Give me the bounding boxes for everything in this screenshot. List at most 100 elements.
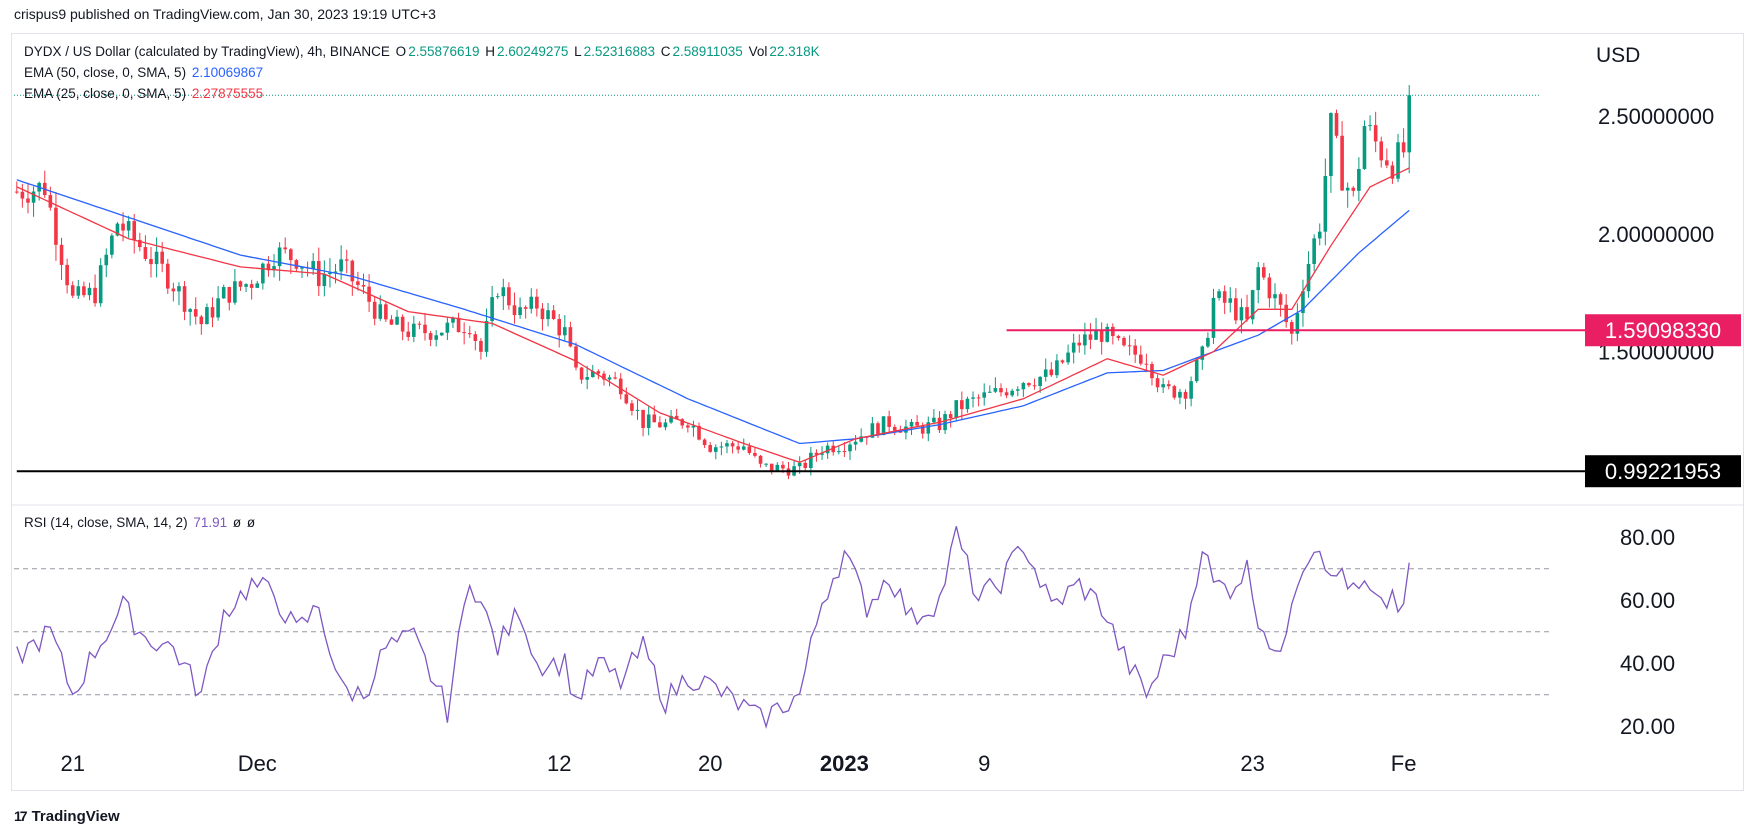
candle (713, 444, 718, 460)
candle-body (1083, 334, 1087, 346)
candle-body (249, 284, 254, 288)
rsi-tick-label: 40.00 (1620, 651, 1675, 676)
candle-body (669, 415, 673, 423)
candle-body (1172, 386, 1177, 398)
candle-body (658, 422, 662, 428)
candle (1357, 157, 1361, 202)
candle-body (255, 283, 260, 288)
candle-body (294, 260, 299, 269)
candle (110, 233, 114, 259)
candle (205, 303, 209, 325)
candle-body (244, 284, 248, 287)
candle-body (1038, 376, 1042, 386)
candle-body (741, 446, 746, 450)
candle-body (1234, 298, 1238, 321)
candle (965, 396, 970, 413)
chart-frame[interactable] (11, 33, 1744, 791)
candle (641, 409, 645, 437)
candle-body (948, 414, 953, 419)
price-tick-label: 2.50000000 (1598, 104, 1714, 129)
candle-body (1289, 322, 1294, 334)
candle (1194, 357, 1199, 383)
candle (20, 183, 25, 208)
candle-body (932, 417, 936, 423)
candle-body (512, 305, 517, 316)
candle (507, 282, 511, 310)
candle (853, 435, 858, 451)
candle-body (781, 464, 785, 469)
annotations-group: 1.59098330 0.99221953 (16, 314, 1741, 488)
support-label: 0.99221953 (1605, 459, 1721, 484)
candle (792, 459, 796, 477)
candle (1088, 323, 1093, 350)
candle-body (618, 378, 623, 395)
candle (624, 387, 629, 405)
candle-body (227, 287, 232, 303)
candle-body (199, 316, 204, 325)
candle-body (417, 323, 422, 325)
candle-body (713, 447, 718, 452)
legend-ema25-label: EMA (25, close, 0, SMA, 5) (24, 86, 187, 101)
candle (579, 366, 584, 384)
legend-ema50-label: EMA (50, close, 0, SMA, 5) (24, 65, 187, 80)
candle-body (1312, 238, 1316, 264)
candle-body (328, 272, 332, 274)
legend-c-value: 2.58911035 (672, 44, 743, 59)
candle-body (1329, 113, 1333, 177)
candle-body (1267, 277, 1272, 299)
publish-caption: crispus9 published on TradingView.com, J… (14, 6, 436, 22)
candle-body (1351, 187, 1356, 191)
candle (1334, 109, 1339, 139)
legend-rsi-extra1: ø (232, 515, 242, 530)
candle-body (926, 422, 931, 434)
candle-body (1401, 142, 1406, 153)
legend-ema25[interactable]: EMA (25, close, 0, SMA, 5) 2.27875555 (24, 86, 265, 101)
candle (518, 297, 522, 319)
legend-ema50[interactable]: EMA (50, close, 0, SMA, 5) 2.10069867 (24, 65, 265, 80)
candle (551, 305, 556, 321)
candle (1116, 334, 1121, 341)
candle-body (769, 463, 774, 471)
candle-body (384, 304, 388, 320)
candle-body (65, 264, 69, 286)
candle-body (412, 323, 416, 337)
candle (1385, 148, 1389, 169)
candle-body (993, 388, 998, 392)
candle (479, 338, 483, 360)
candle (1021, 381, 1026, 398)
candle-body (1077, 342, 1082, 346)
candle-body (680, 419, 685, 426)
legend-rsi[interactable]: RSI (14, close, SMA, 14, 2) 71.91 ø ø (24, 515, 257, 530)
candle-body (820, 453, 824, 455)
candle-body (59, 244, 64, 265)
candle-body (753, 452, 757, 456)
candle-body (87, 287, 92, 296)
candle-body (322, 273, 327, 287)
candle-body (160, 251, 164, 264)
candle (753, 447, 757, 458)
candle-body (965, 398, 970, 410)
candle-body (809, 452, 813, 469)
candle (462, 322, 466, 345)
candle (1122, 336, 1126, 347)
candle (887, 410, 891, 433)
candle-body (988, 391, 992, 393)
candle (65, 258, 69, 294)
resistance-label-bg (1585, 314, 1741, 347)
footer-brand[interactable]: 17 TradingView (14, 808, 120, 825)
candle (1150, 361, 1154, 386)
candle (165, 258, 170, 294)
candle-body (999, 388, 1003, 393)
candle-body (1295, 313, 1300, 334)
candle-body (837, 451, 841, 453)
candle-body (1178, 391, 1182, 398)
candle-body (540, 308, 545, 320)
candle-body (300, 267, 304, 269)
candle (1323, 158, 1328, 246)
candle (926, 416, 931, 442)
candle-body (344, 259, 349, 261)
candle (1379, 136, 1384, 168)
candle-body (876, 423, 880, 436)
candle (456, 312, 461, 333)
